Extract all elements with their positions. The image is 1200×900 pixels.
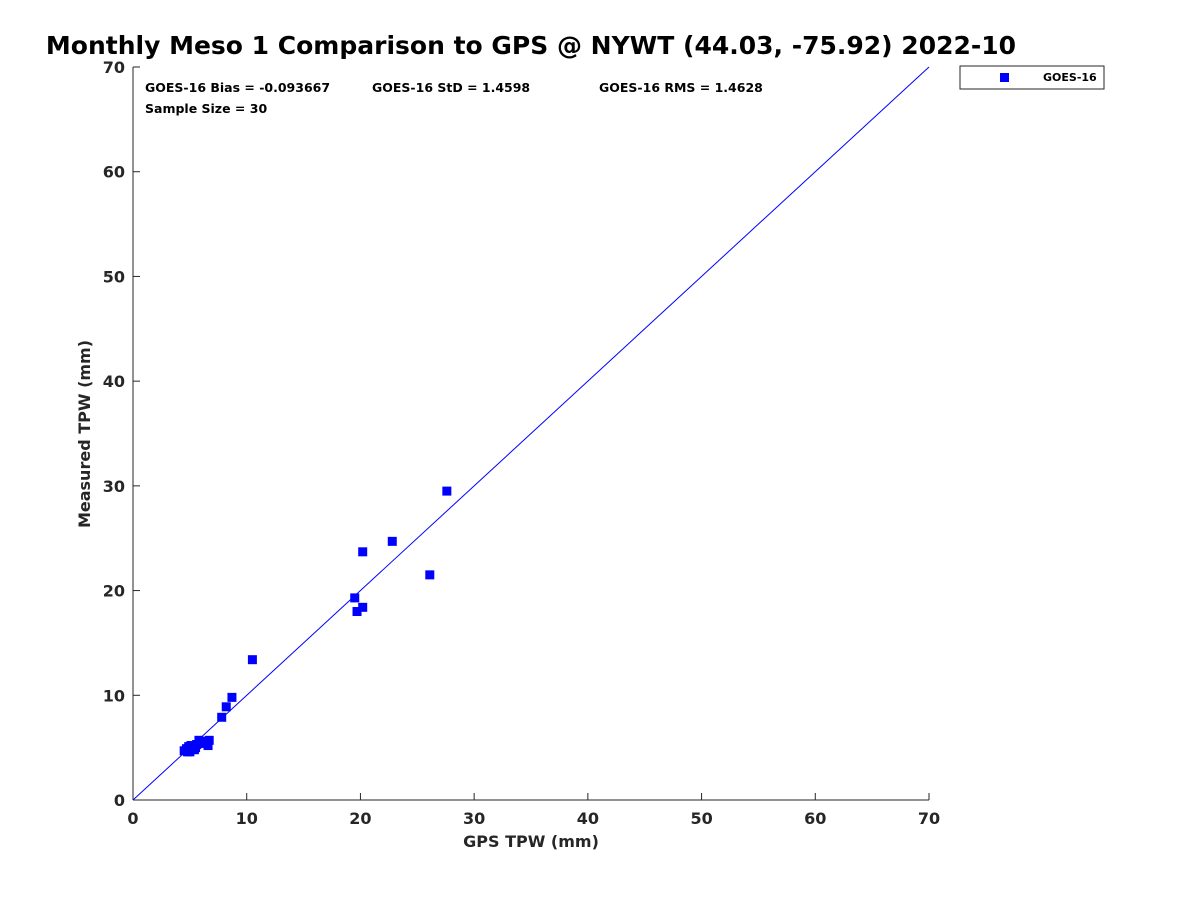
data-point [191,743,201,753]
legend-marker [1000,73,1009,82]
legend-label: GOES-16 [1043,71,1097,84]
y-tick-label: 10 [103,686,125,705]
legend-box [959,65,1105,90]
chart-title: Monthly Meso 1 Comparison to GPS @ NYWT … [46,31,1016,60]
data-point [358,602,368,612]
x-axis-label: GPS TPW (mm) [463,832,599,851]
y-tick-label: 60 [103,163,125,182]
x-tick-label: 20 [349,809,371,828]
data-point [247,655,257,665]
x-tick-label: 70 [918,809,940,828]
std-stat: GOES-16 StD = 1.4598 [372,80,530,95]
data-point [203,741,213,751]
data-point [358,547,368,557]
sample-size-stat: Sample Size = 30 [145,101,267,116]
x-tick-label: 30 [463,809,485,828]
data-point [387,536,397,546]
data-point [183,747,193,757]
y-tick-label: 0 [114,791,125,810]
data-point [425,570,435,580]
data-point [204,735,214,745]
x-tick-label: 10 [236,809,258,828]
data-point [442,486,452,496]
x-tick-label: 50 [690,809,712,828]
data-point [227,692,237,702]
x-tick-label: 60 [804,809,826,828]
data-point [352,607,362,617]
data-point [186,741,196,751]
y-tick-label: 70 [103,58,125,77]
y-tick-label: 50 [103,267,125,286]
one-to-one-reference-line [132,66,930,801]
y-axis-ticks: 0 10 20 30 40 50 60 70 [103,58,140,810]
bias-stat: GOES-16 Bias = -0.093667 [145,80,330,95]
y-tick-label: 40 [103,372,125,391]
legend: GOES-16 [959,65,1105,90]
x-axis-ticks: 0 10 20 30 40 50 60 70 [127,793,940,828]
scatter-points [179,486,452,757]
data-point [221,702,231,712]
y-tick-label: 20 [103,582,125,601]
x-tick-label: 40 [577,809,599,828]
data-point [350,593,360,603]
y-tick-label: 30 [103,477,125,496]
rms-stat: GOES-16 RMS = 1.4628 [599,80,763,95]
x-tick-label: 0 [127,809,138,828]
y-axis-label: Measured TPW (mm) [75,340,94,528]
data-point [217,712,227,722]
